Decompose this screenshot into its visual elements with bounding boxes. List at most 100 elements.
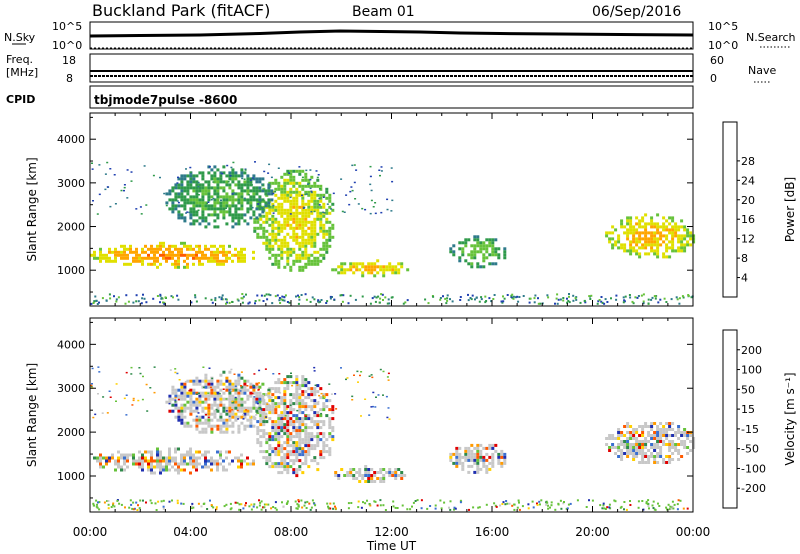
range-cell xyxy=(277,196,281,200)
range-cell xyxy=(213,244,216,248)
range-cell xyxy=(213,424,217,428)
range-cell xyxy=(668,240,672,244)
range-cell xyxy=(265,247,269,251)
range-cell xyxy=(102,253,105,257)
scatter-cell xyxy=(220,296,223,299)
scatter-cell xyxy=(97,501,99,504)
range-cell xyxy=(301,196,305,200)
range-cell xyxy=(683,428,687,431)
range-cell xyxy=(614,228,618,232)
range-cell xyxy=(656,240,660,244)
range-cell xyxy=(605,234,609,238)
range-cell xyxy=(265,244,269,248)
range-cell xyxy=(183,265,186,269)
range-cell xyxy=(304,238,308,242)
range-cell xyxy=(310,432,314,436)
range-cell xyxy=(629,222,633,226)
range-cell xyxy=(677,452,681,455)
range-cell xyxy=(243,219,247,223)
range-cell xyxy=(662,425,666,428)
scatter-cell xyxy=(547,504,549,507)
range-cell xyxy=(228,409,232,413)
range-cell xyxy=(298,453,302,457)
range-cell xyxy=(271,450,275,454)
range-cell xyxy=(189,210,193,214)
range-cell xyxy=(93,456,96,460)
range-cell xyxy=(280,193,284,197)
range-cell xyxy=(231,168,235,172)
scatter-cell xyxy=(416,499,419,502)
range-cell xyxy=(265,462,269,466)
range-cell xyxy=(201,262,204,266)
scatter-cell xyxy=(645,500,648,503)
range-cell xyxy=(271,235,275,239)
range-cell xyxy=(319,396,323,400)
scatter-cell xyxy=(318,300,321,303)
range-cell xyxy=(626,443,630,446)
range-cell xyxy=(189,201,193,205)
range-cell xyxy=(204,253,207,257)
range-cell xyxy=(500,461,504,465)
range-cell xyxy=(461,253,465,257)
range-cell xyxy=(286,471,290,475)
range-cell xyxy=(352,271,356,275)
range-cell xyxy=(270,198,274,202)
speckle-cell xyxy=(207,416,210,419)
range-cell xyxy=(99,465,102,469)
range-cell xyxy=(201,219,205,223)
range-cell xyxy=(301,187,305,191)
colorbar-tick-label: 20 xyxy=(741,194,755,207)
speckle-cell xyxy=(174,399,177,401)
nsky-label: N.Sky xyxy=(4,31,36,44)
scatter-cell xyxy=(546,501,549,504)
range-cell xyxy=(328,432,332,436)
range-cell xyxy=(298,190,302,194)
range-cell xyxy=(301,447,305,451)
range-cell xyxy=(180,186,184,190)
range-cell xyxy=(286,381,290,385)
scatter-cell xyxy=(297,504,300,507)
range-cell xyxy=(225,250,228,254)
range-cell xyxy=(168,453,171,457)
range-cell xyxy=(150,450,153,454)
speckle-cell xyxy=(309,178,312,181)
range-cell xyxy=(93,253,96,257)
range-cell xyxy=(280,187,284,191)
scatter-cell xyxy=(512,295,515,298)
range-cell xyxy=(195,256,198,260)
range-cell xyxy=(99,247,102,251)
scatter-cell xyxy=(245,502,247,505)
range-cell xyxy=(668,231,672,235)
range-cell xyxy=(283,378,287,382)
scatter-cell xyxy=(108,293,111,296)
range-cell xyxy=(228,397,232,401)
range-cell xyxy=(274,432,278,436)
scatter-cell xyxy=(686,507,689,510)
range-cell xyxy=(177,195,181,199)
range-cell xyxy=(189,388,193,392)
range-cell xyxy=(310,438,314,442)
scatter-cell xyxy=(546,294,549,297)
range-cell xyxy=(476,238,480,242)
range-cell xyxy=(271,247,275,251)
range-cell xyxy=(319,229,323,233)
range-cell xyxy=(195,250,198,254)
range-cell xyxy=(180,198,184,202)
range-cell xyxy=(144,459,147,463)
range-cell xyxy=(683,443,687,446)
scatter-cell xyxy=(125,294,128,297)
range-cell xyxy=(644,240,648,244)
scatter-cell xyxy=(474,298,476,301)
range-cell xyxy=(379,480,383,483)
scatter-cell xyxy=(113,295,115,298)
range-cell xyxy=(123,459,126,463)
range-cell xyxy=(295,256,299,260)
range-cell xyxy=(274,462,278,466)
range-cell xyxy=(692,443,696,446)
range-cell xyxy=(234,174,238,178)
range-cell xyxy=(156,247,159,251)
range-cell xyxy=(213,198,217,202)
range-cell xyxy=(635,428,639,431)
range-cell xyxy=(644,237,648,241)
scatter-cell xyxy=(284,294,287,297)
